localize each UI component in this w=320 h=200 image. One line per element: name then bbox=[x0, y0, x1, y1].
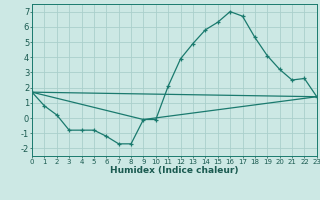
X-axis label: Humidex (Indice chaleur): Humidex (Indice chaleur) bbox=[110, 166, 239, 175]
